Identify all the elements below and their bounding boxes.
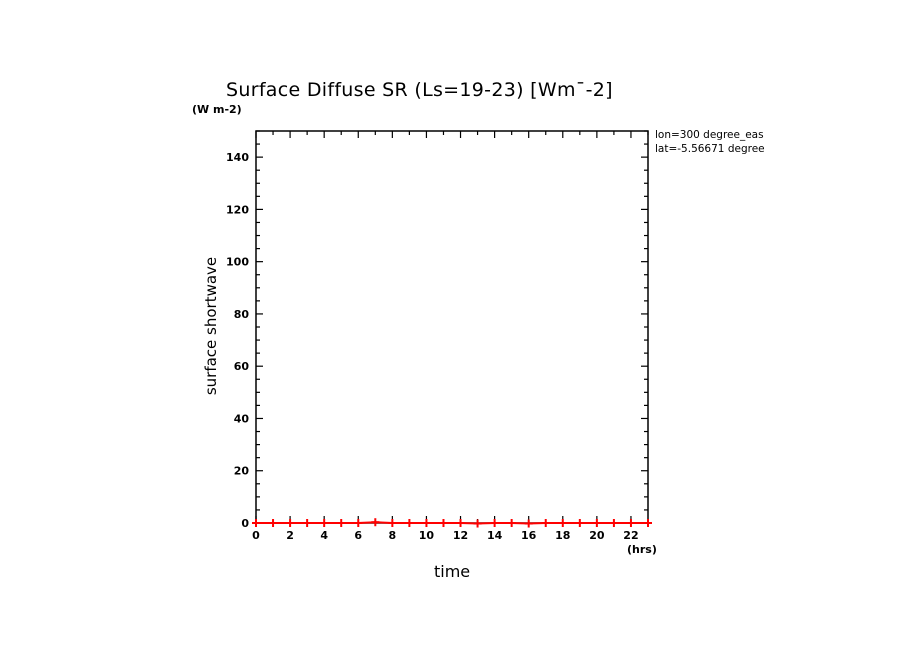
series-point xyxy=(371,518,380,527)
x-tick-label: 4 xyxy=(320,529,328,542)
series-point xyxy=(575,519,584,527)
series-point xyxy=(269,519,278,527)
y-tick-label: 80 xyxy=(234,308,250,321)
series-point xyxy=(439,519,448,527)
series-point xyxy=(507,519,516,527)
series-point xyxy=(286,519,295,527)
series-point xyxy=(388,519,397,527)
latitude-annotation: lat=-5.56671 degree xyxy=(655,143,765,155)
series-point xyxy=(320,519,329,527)
y-tick-label: 100 xyxy=(226,256,249,269)
series-point xyxy=(626,519,635,527)
series-point xyxy=(456,519,465,527)
y-tick-label: 20 xyxy=(234,465,250,478)
y-tick-label: 0 xyxy=(241,517,249,530)
series-point xyxy=(354,519,363,527)
series-point xyxy=(337,519,346,527)
x-tick-label: 10 xyxy=(419,529,435,542)
series-point xyxy=(473,519,482,528)
plot-frame xyxy=(255,130,649,524)
x-tick-label: 16 xyxy=(521,529,537,542)
y-tick-label: 120 xyxy=(226,203,249,216)
coordinate-annotation: lon=300 degree_eas lat=-5.56671 degree xyxy=(655,128,780,156)
x-tick-label: 12 xyxy=(453,529,468,542)
x-tick-label: 22 xyxy=(623,529,638,542)
y-tick-label: 40 xyxy=(234,412,250,425)
series-point xyxy=(558,519,567,527)
series-point xyxy=(609,519,618,527)
y-tick-label: 140 xyxy=(226,151,249,164)
series-point xyxy=(541,519,550,527)
x-tick-label: 18 xyxy=(555,529,570,542)
y-tick-label: 60 xyxy=(234,360,250,373)
longitude-annotation: lon=300 degree_eas xyxy=(655,129,764,141)
x-tick-label: 14 xyxy=(487,529,503,542)
x-tick-label: 0 xyxy=(252,529,260,542)
x-tick-label: 8 xyxy=(389,529,397,542)
x-tick-label: 20 xyxy=(589,529,605,542)
x-axis-label: time xyxy=(434,562,471,581)
series-point xyxy=(422,519,431,527)
y-axis-units: (W m-2) xyxy=(192,103,242,116)
series-line xyxy=(256,521,648,525)
series-point xyxy=(303,519,312,527)
x-tick-label: 6 xyxy=(354,529,362,542)
x-tick-label: 2 xyxy=(286,529,294,542)
series-point xyxy=(644,519,652,527)
series-point xyxy=(592,519,601,527)
y-axis-label: surface shortwave xyxy=(202,256,220,396)
x-axis-units: (hrs) xyxy=(627,543,657,556)
series-point xyxy=(524,519,533,528)
chart-title: Surface Diffuse SR (Ls=19-23) [Wm¯-2] xyxy=(226,79,613,101)
series-point xyxy=(490,519,499,527)
series-point xyxy=(405,519,414,527)
series-point xyxy=(252,519,260,527)
